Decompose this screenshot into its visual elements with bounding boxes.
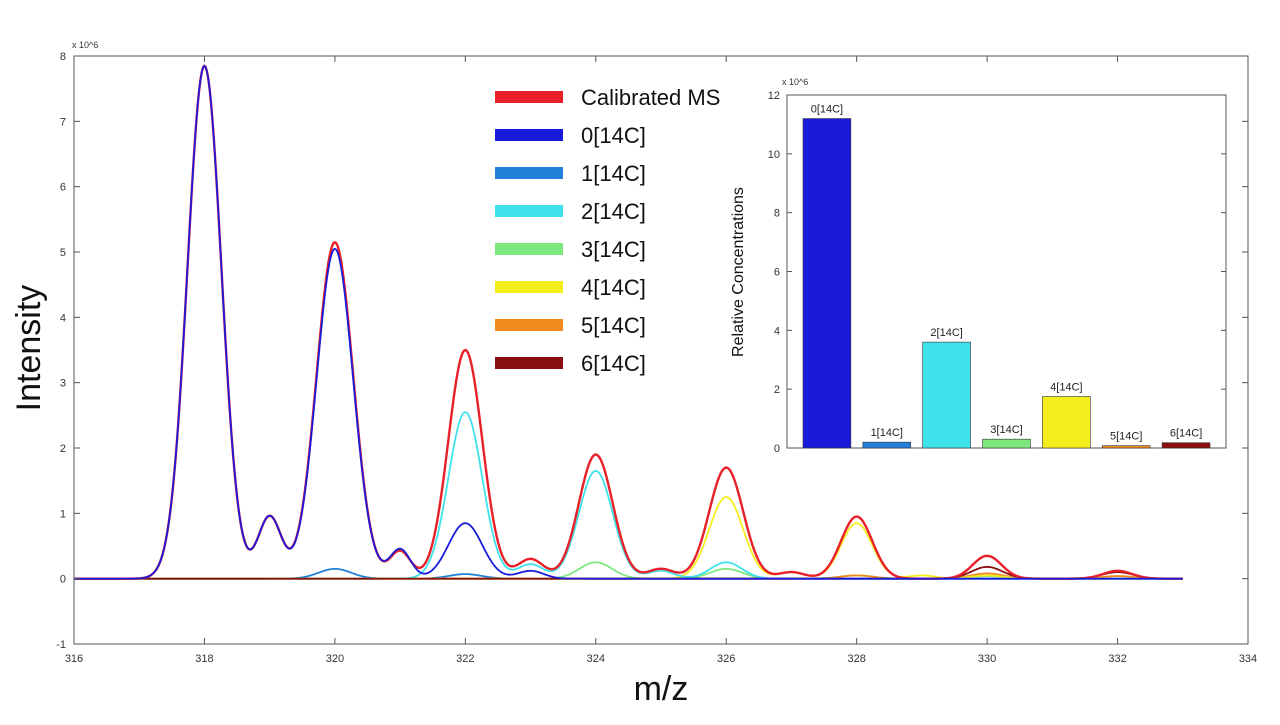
x-tick-label: 328: [847, 653, 865, 665]
y-tick-label: 4: [60, 312, 66, 324]
x-tick-label: 330: [978, 653, 996, 665]
y-tick-label: 7: [60, 116, 66, 128]
inset-bar-1: [862, 441, 912, 449]
legend-label: 5[14C]: [581, 313, 646, 338]
legend: Calibrated MS 0[14C] 1[14C] 2[14C] 3[14C] 4[1…: [495, 85, 720, 376]
legend-swatch: [495, 167, 563, 179]
y-tick-label: 2: [60, 443, 66, 455]
legend-label: 1[14C]: [581, 161, 646, 186]
inset-bar-3: [982, 438, 1031, 449]
inset-bar-0: [802, 118, 852, 449]
legend-label: 4[14C]: [581, 275, 646, 300]
y-axis-title: Intensity: [10, 285, 48, 412]
legend-label: 2[14C]: [581, 199, 646, 224]
inset-bar-label: 3[14C]: [990, 424, 1022, 436]
inset-plot-area: [786, 94, 1227, 449]
x-tick-label: 324: [587, 653, 605, 665]
legend-swatch: [495, 91, 563, 103]
x-tick-label: 316: [65, 653, 83, 665]
inset-bar-label: 4[14C]: [1050, 382, 1082, 394]
y-tick-label: 5: [60, 247, 66, 259]
x-tick-label: 320: [326, 653, 344, 665]
inset-y-axis-title: Relative Concentrations: [730, 187, 747, 357]
inset-bar-label: 5[14C]: [1110, 431, 1142, 443]
inset-bar-label: 0[14C]: [811, 104, 843, 116]
legend-swatch: [495, 129, 563, 141]
inset-y-tick-label: 10: [768, 149, 780, 161]
inset-bar-label: 2[14C]: [930, 327, 962, 339]
legend-swatch: [495, 357, 563, 369]
x-tick-label: 322: [456, 653, 474, 665]
x-tick-label: 332: [1108, 653, 1126, 665]
x-axis-title: m/z: [634, 670, 689, 708]
y-tick-label: 1: [60, 508, 66, 520]
x-tick-label: 334: [1239, 653, 1257, 665]
legend-swatch: [495, 205, 563, 217]
legend-swatch: [495, 243, 563, 255]
inset-y-tick-label: 4: [774, 325, 780, 337]
inset-y-tick-label: 2: [774, 384, 780, 396]
series-line-0-14c-: [74, 64, 1183, 580]
inset-bar-4: [1042, 396, 1091, 449]
legend-swatch: [495, 281, 563, 293]
inset-y-tick-label: 0: [774, 443, 780, 455]
inset-bar-chart: 0 2 4 6 8 10 12x 10^6 0[14C] 1[14C] 2[14C] 3[14C] 4…: [730, 77, 1227, 455]
inset-bar-6: [1161, 442, 1211, 449]
inset-y-tick-label: 12: [768, 90, 780, 102]
y-tick-label: 0: [60, 574, 66, 586]
inset-y-tick-label: 6: [774, 267, 780, 279]
inset-bar-2: [922, 341, 971, 449]
legend-swatch: [495, 319, 563, 331]
legend-label: 6[14C]: [581, 351, 646, 376]
inset-y-tick-label: 8: [774, 208, 780, 220]
y-tick-label: 6: [60, 182, 66, 194]
inset-bar-5: [1101, 445, 1151, 449]
legend-label: 0[14C]: [581, 123, 646, 148]
y-tick-label: 3: [60, 378, 66, 390]
x-tick-label: 326: [717, 653, 735, 665]
inset-bar-label: 1[14C]: [871, 427, 903, 439]
legend-label: Calibrated MS: [581, 85, 720, 110]
x-tick-label: 318: [195, 653, 213, 665]
inset-y-multiplier: x 10^6: [782, 77, 808, 87]
inset-bar-label: 6[14C]: [1170, 428, 1202, 440]
legend-label: 3[14C]: [581, 237, 646, 262]
y-tick-label: -1: [56, 639, 66, 651]
y-multiplier-label: x 10^6: [72, 40, 98, 50]
y-tick-label: 8: [60, 51, 66, 63]
